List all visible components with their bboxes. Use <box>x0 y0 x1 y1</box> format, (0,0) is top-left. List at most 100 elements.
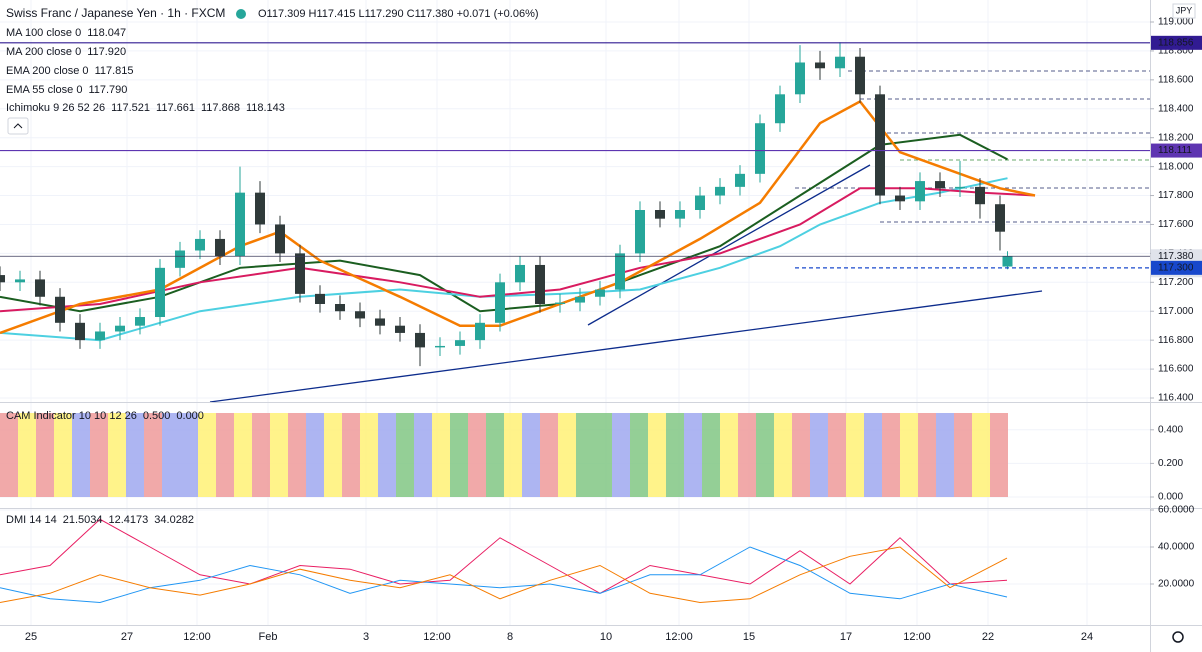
candle-body <box>575 296 585 303</box>
cam-bar <box>828 413 846 497</box>
cam-bar <box>882 413 900 497</box>
y-tick-label: 118.600 <box>1158 74 1194 85</box>
legend: Swiss Franc / Japanese Yen · 1h · FXCM O… <box>6 6 539 526</box>
legend-name: MA 100 close 0 <box>6 27 81 39</box>
candle-body <box>415 332 425 348</box>
trend-line <box>209 290 1043 403</box>
cam-bar <box>144 413 162 497</box>
dmi-line <box>0 518 1008 594</box>
candle-body <box>135 317 145 326</box>
y-tick-label: 0.200 <box>1158 458 1183 469</box>
price-tag-label: 118.111 <box>1158 145 1192 156</box>
cam-bar <box>108 413 126 497</box>
y-tick-label: 0.000 <box>1158 492 1183 503</box>
cam-bar <box>54 413 72 497</box>
cam-bar <box>612 413 630 497</box>
candle-body <box>35 279 45 297</box>
price-tag <box>1151 143 1202 158</box>
legend-name: Ichimoku 9 26 52 26 <box>6 102 105 114</box>
candle-body <box>755 123 765 174</box>
cam-bar <box>522 413 540 497</box>
currency: JPY <box>1176 5 1193 15</box>
cam-bar <box>180 413 198 497</box>
cam-bar <box>972 413 990 497</box>
fib-lines <box>795 70 1150 223</box>
axes: 25 27 12:00 Feb 3 12:00 8 10 12:00 15 17 12:00 22 24 1… <box>25 17 1202 643</box>
x-tick-label: 10 <box>600 631 612 643</box>
y-tick-label: 118.200 <box>1158 132 1194 143</box>
candle-body <box>915 181 925 202</box>
price-tag <box>1151 35 1202 50</box>
cam-bar <box>774 413 792 497</box>
cam-bar <box>216 413 234 497</box>
gear[interactable] <box>1172 631 1184 643</box>
drawings <box>209 70 1150 403</box>
legend-name: MA 200 close 0 <box>6 46 81 58</box>
candle-body <box>95 331 105 341</box>
candle-body <box>115 325 125 332</box>
x-tick-label: 12:00 <box>423 631 451 643</box>
x-tick-label: 24 <box>1081 631 1093 643</box>
price-tag-label: 117.380 <box>1158 251 1194 262</box>
x-tick-label: 17 <box>840 631 852 643</box>
legend-value: 0.000 <box>176 410 204 422</box>
legend-value: 21.5034 <box>63 514 103 526</box>
cam-bar <box>846 413 864 497</box>
x-tick-label: 25 <box>25 631 37 643</box>
cam-bar <box>324 413 342 497</box>
candle-body <box>795 62 805 95</box>
settings-icon[interactable] <box>1172 631 1184 643</box>
candle-body <box>495 282 505 323</box>
cam-bar <box>486 413 504 497</box>
candle-body <box>255 192 265 225</box>
candle-body <box>675 210 685 219</box>
candle-body <box>975 186 985 205</box>
candle-body <box>215 238 225 257</box>
candle-body <box>995 204 1005 232</box>
x-tick-label: 22 <box>982 631 994 643</box>
cam-bar <box>810 413 828 497</box>
cam-bar <box>450 413 468 497</box>
x-tick-label: Feb <box>259 631 278 643</box>
cam-bar <box>432 413 450 497</box>
candle-body <box>775 94 785 124</box>
cam-bar <box>684 413 702 497</box>
cam-bar <box>576 413 594 497</box>
cam-bar <box>342 413 360 497</box>
cam-bar <box>288 413 306 497</box>
status-dot <box>236 9 246 19</box>
candle-body <box>695 195 705 210</box>
candle-body <box>435 345 445 348</box>
legend-value: 117.661 <box>156 102 195 114</box>
cam-bar <box>738 413 756 497</box>
legend-value: 117.521 <box>111 102 150 114</box>
cam-bar <box>558 413 576 497</box>
candle-body <box>375 318 385 326</box>
cam-bar <box>18 413 36 497</box>
x-tick-label: 12:00 <box>665 631 693 643</box>
cam-bar <box>702 413 720 497</box>
legend-value: 118.047 <box>87 27 126 39</box>
cam-bar <box>234 413 252 497</box>
y-tick-label: 117.000 <box>1158 306 1194 317</box>
candle-body <box>295 253 305 294</box>
cam-bar <box>792 413 810 497</box>
candle-body <box>395 325 405 333</box>
candle-body <box>955 186 965 189</box>
cam-bar <box>720 413 738 497</box>
y-tick-label: 117.200 <box>1158 277 1194 288</box>
cam-bar <box>378 413 396 497</box>
pane-title: CAM Indicator 10 10 12 26 <box>6 410 137 422</box>
cam-bar <box>990 413 1008 497</box>
y-tick-label: 116.600 <box>1158 364 1194 375</box>
candle-body <box>0 275 5 283</box>
collapse-button[interactable] <box>7 117 29 135</box>
y-tick-label: 117.800 <box>1158 190 1194 201</box>
plot <box>0 42 1150 604</box>
candle-body <box>835 56 845 69</box>
candle-body <box>315 293 325 304</box>
x-tick-label: 12:00 <box>183 631 211 643</box>
price-tag-label: 117.300 <box>1158 262 1194 273</box>
cam-bar <box>756 413 774 497</box>
candle-body <box>195 238 205 251</box>
